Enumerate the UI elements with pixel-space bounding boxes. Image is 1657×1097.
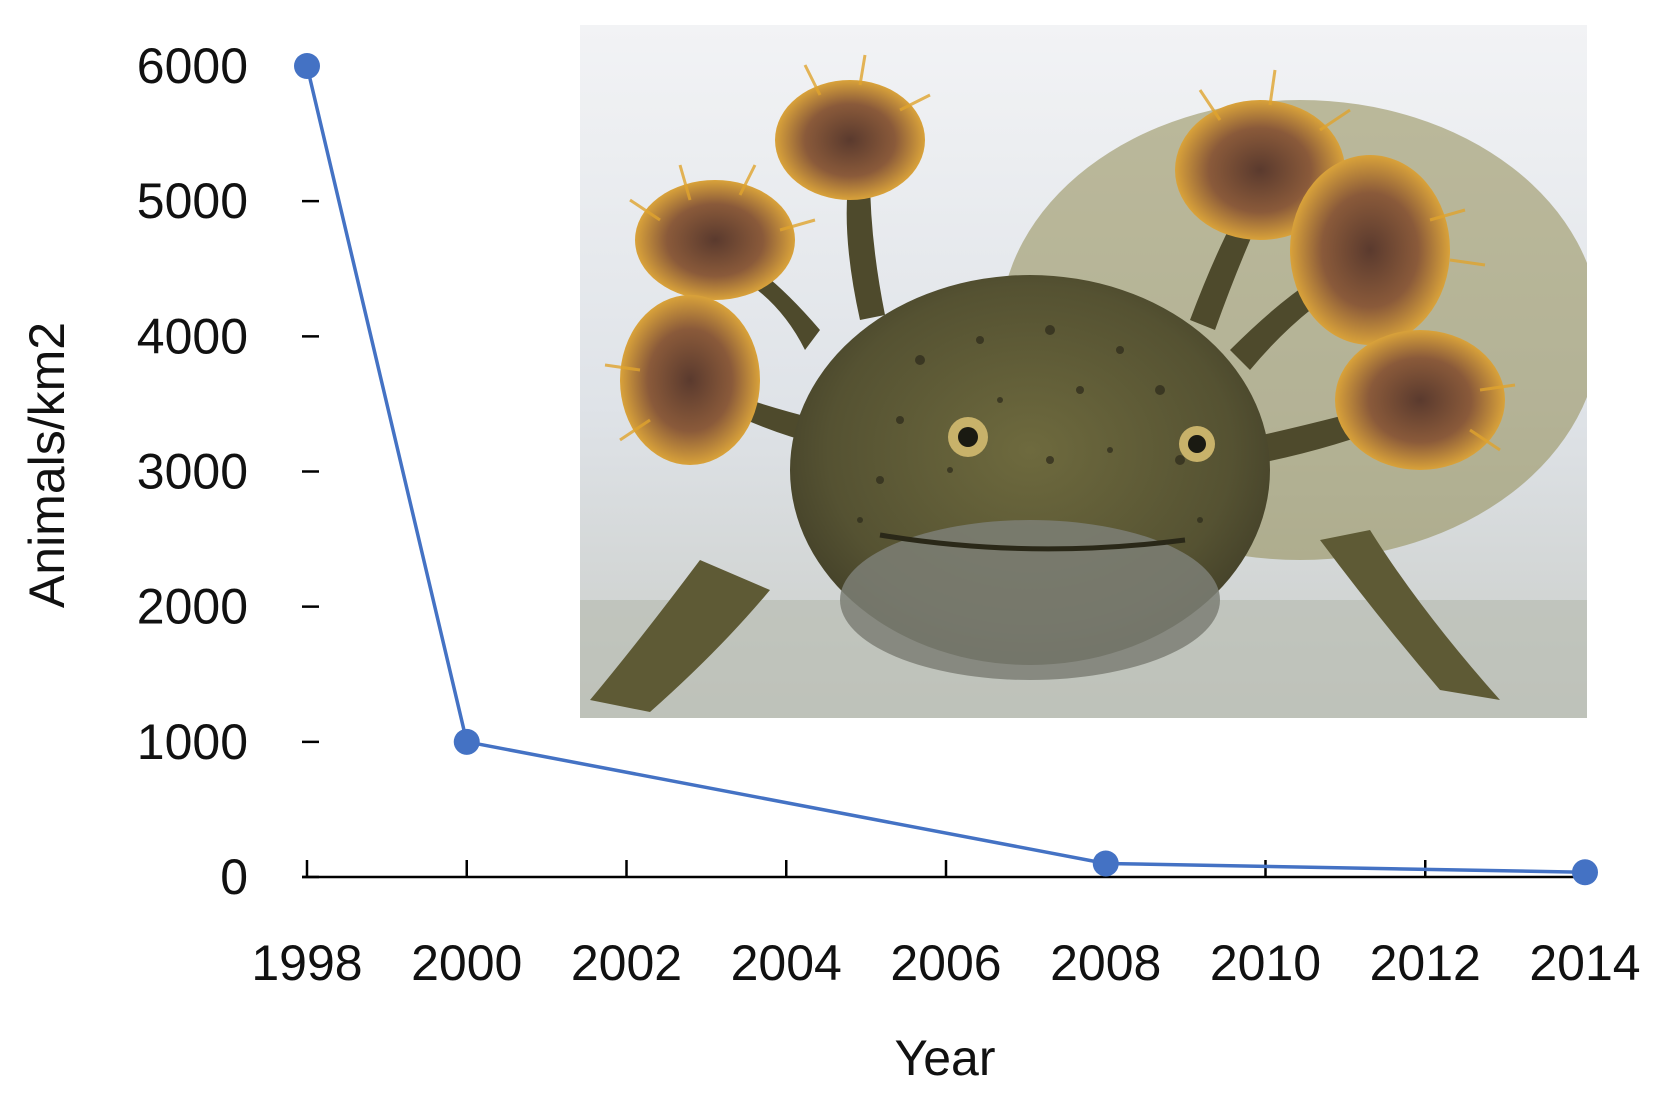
x-tick-label-2004: 2004 bbox=[731, 935, 842, 991]
y-tick-label-1000: 1000 bbox=[137, 714, 248, 770]
data-point-2014 bbox=[1572, 859, 1598, 886]
y-tick-label-5000: 5000 bbox=[137, 173, 248, 229]
x-axis-title: Year bbox=[894, 1030, 995, 1086]
data-point-1998 bbox=[294, 53, 320, 79]
y-tick-label-0: 0 bbox=[220, 849, 248, 905]
axolotl-photo bbox=[580, 25, 1587, 718]
series-layer bbox=[294, 53, 1598, 886]
y-tick-label-4000: 4000 bbox=[137, 308, 248, 364]
x-tick-label-2002: 2002 bbox=[571, 935, 682, 991]
x-axis-tick-labels: 1998 2000 2002 2004 2006 2008 2010 2012 2014 bbox=[251, 935, 1640, 991]
y-tick-label-6000: 6000 bbox=[137, 38, 248, 94]
y-tick-label-2000: 2000 bbox=[137, 579, 248, 635]
y-axis-ticks bbox=[302, 64, 319, 879]
x-tick-label-2000: 2000 bbox=[411, 935, 522, 991]
data-point-2008 bbox=[1092, 850, 1119, 877]
y-axis-tick-labels: 0 1000 2000 3000 4000 5000 6000 bbox=[137, 38, 248, 905]
x-tick-label-2006: 2006 bbox=[890, 935, 1001, 991]
series-line-0 bbox=[305, 65, 1586, 875]
x-tick-label-2014: 2014 bbox=[1529, 935, 1640, 991]
x-tick-label-2008: 2008 bbox=[1050, 935, 1161, 991]
y-axis-title: Animals/km2 bbox=[19, 322, 75, 608]
x-tick-label-2010: 2010 bbox=[1210, 935, 1321, 991]
x-tick-label-1998: 1998 bbox=[251, 935, 362, 991]
x-tick-label-2012: 2012 bbox=[1370, 935, 1481, 991]
data-point-2000 bbox=[453, 728, 480, 755]
y-tick-label-3000: 3000 bbox=[137, 444, 248, 500]
